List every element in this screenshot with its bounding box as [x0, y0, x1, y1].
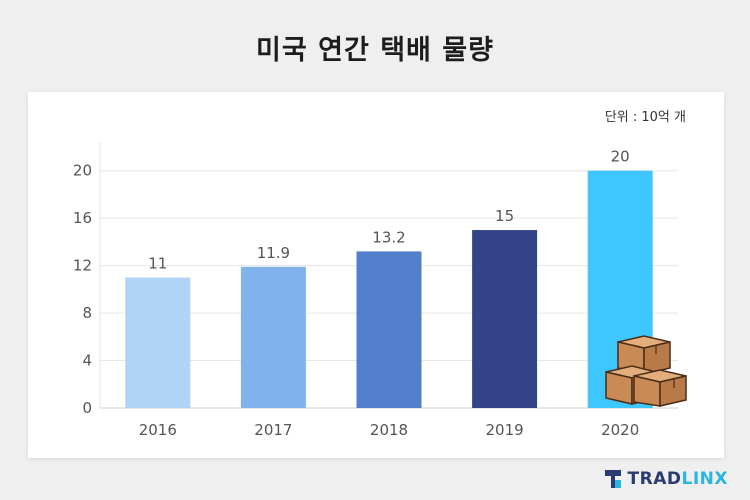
- chart-title: 미국 연간 택배 물량: [256, 35, 494, 66]
- data-label-2020: 20: [611, 148, 630, 166]
- y-axis-ticks: 0 4 8 12 16 20: [73, 162, 92, 417]
- bar-2018: [356, 251, 422, 408]
- x-tick-label-2020: 2020: [601, 421, 639, 439]
- x-axis-ticks: 2016 2017 2018 2019 2020: [139, 421, 640, 439]
- y-tick-label: 16: [73, 209, 92, 227]
- cardboard-boxes-icon: [605, 335, 687, 407]
- y-tick-label: 0: [82, 399, 92, 417]
- data-label-2016: 11: [148, 255, 167, 273]
- x-tick-label-2016: 2016: [139, 421, 177, 439]
- chart-card: 단위 : 10억 개 0 4 8 12 16 20 11 11.9 13.2 15 20 2016…: [28, 92, 724, 458]
- bar-2016: [125, 277, 191, 408]
- data-labels: 11 11.9 13.2 15 20: [148, 148, 629, 273]
- tradlinx-logo: TRADLINX: [603, 466, 728, 492]
- bar-2017: [240, 266, 306, 408]
- y-tick-label: 12: [73, 257, 92, 275]
- y-tick-label: 20: [73, 162, 92, 180]
- x-tick-label-2017: 2017: [254, 421, 292, 439]
- bars: [125, 170, 653, 408]
- data-label-2017: 11.9: [257, 244, 290, 262]
- data-label-2018: 13.2: [372, 228, 405, 246]
- x-tick-label-2019: 2019: [486, 421, 524, 439]
- bar-2019: [472, 230, 538, 408]
- y-tick-label: 8: [82, 304, 92, 322]
- logo-mark-icon: [604, 470, 621, 488]
- logo-text-linx: LINX: [681, 469, 728, 489]
- logo-text: TRADLINX: [628, 469, 728, 489]
- x-tick-label-2018: 2018: [370, 421, 408, 439]
- unit-label: 단위 : 10억 개: [604, 110, 686, 125]
- logo-text-trad: TRAD: [627, 469, 682, 489]
- y-tick-label: 4: [82, 352, 92, 370]
- data-label-2019: 15: [495, 207, 514, 225]
